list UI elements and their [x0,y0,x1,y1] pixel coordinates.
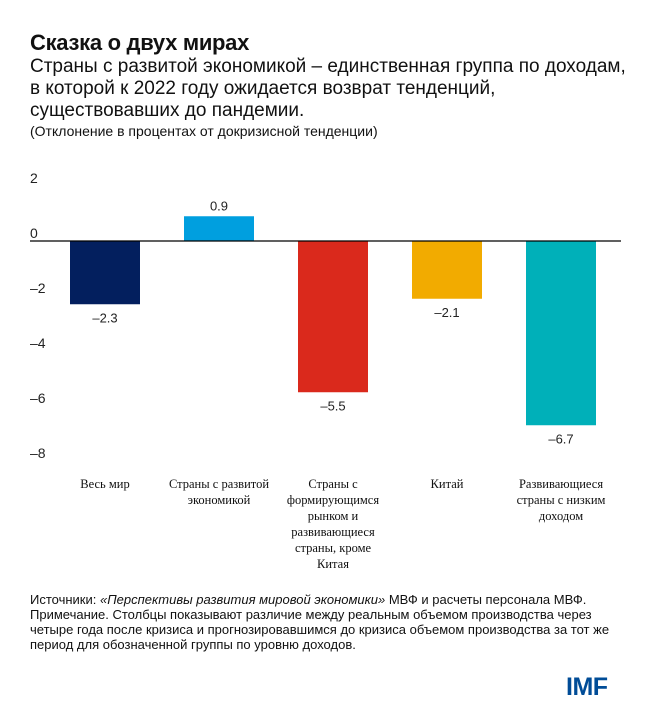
source-note: Источники: «Перспективы развития мировой… [30,592,630,652]
x-tick-label: Развивающиеся страны с низким доходом [516,477,606,523]
imf-logo: IMF [566,673,608,701]
source-prefix: Источники: [30,592,100,607]
data-label: 0.9 [210,198,228,213]
note-text: Примечание. Столбцы показывают различие … [30,607,610,652]
bar [412,241,482,299]
chart-title: Сказка о двух мирах [30,30,250,55]
chart-subtitle: Страны с развитой экономикой – единствен… [30,56,626,121]
bar [298,241,368,393]
y-tick-label: –2 [30,280,46,296]
data-label: –5.5 [320,398,345,413]
y-tick-label: –8 [30,445,46,461]
bar [184,216,254,241]
x-tick-label: Страны с развитой экономикой [168,477,270,507]
y-tick-label: –6 [30,390,46,406]
x-tick-label: Страны с формирующимся рынком и развиваю… [286,477,380,571]
data-label: –6.7 [548,431,573,446]
bar [526,241,596,426]
data-label: –2.3 [92,310,117,325]
x-tick-label: Весь мир [80,477,130,491]
bar [70,241,140,305]
source-suffix: МВФ и расчеты персонала МВФ. [385,592,587,607]
source-title: «Перспективы развития мировой экономики» [99,592,386,607]
x-tick-label: Китай [430,477,464,491]
data-label: –2.1 [434,305,459,320]
y-tick-label: 2 [30,170,38,186]
y-axis-label: (Отклонение в процентах от докризисной т… [30,123,378,139]
y-tick-label: –4 [30,335,46,351]
y-tick-label: 0 [30,225,38,241]
